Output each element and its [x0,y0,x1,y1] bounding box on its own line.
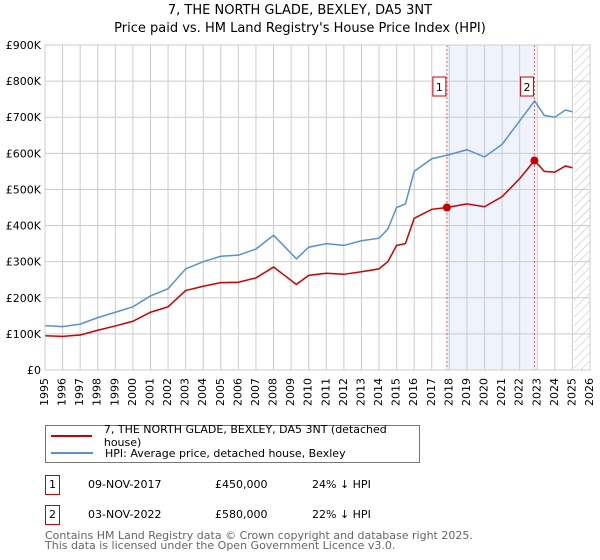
x-tick-label: 2013 [354,378,367,406]
x-tick-label: 2011 [319,378,332,406]
x-tick-label: 1995 [38,378,51,406]
sale-marker-box: 2 [45,505,60,525]
sale-point [530,156,539,165]
sale-hpi-diff: 24% ↓ HPI [312,478,371,491]
legend-item-property: 7, THE NORTH GLADE, BEXLEY, DA5 3NT (det… [46,423,419,449]
footer: Contains HM Land Registry data © Crown c… [45,529,473,552]
legend-swatch-blue [51,452,93,454]
x-tick-label: 2026 [583,378,596,406]
x-tick-label: 2024 [548,378,561,406]
property-price-line [44,159,573,338]
x-tick-label: 2020 [478,378,491,406]
x-tick-label: 2008 [267,378,280,406]
x-tick-label: 2017 [425,378,438,406]
subtitle-line: Price paid vs. HM Land Registry's House … [114,21,486,36]
x-tick-label: 1999 [108,378,121,406]
x-tick-label: 2003 [179,378,192,406]
price-chart: 1995 1996 1997 1998 1999 2000 2001 2002 2003 2004… [6,39,596,406]
footer-line: Contains HM Land Registry data © Crown c… [45,529,473,542]
x-tick-label: 2000 [126,378,139,406]
y-tick-label: £100K [6,328,42,341]
y-tick-label: £700K [6,111,42,124]
sale-date: 09-NOV-2017 [88,478,162,491]
sale-marker-box: 1 [45,475,60,495]
x-tick-label: 1998 [91,378,104,406]
footer-line: This data is licensed under the Open Gov… [45,539,396,552]
x-tick-label: 2007 [249,378,262,406]
x-tick-label: 2004 [196,378,209,406]
sale-label: 1 [436,81,443,94]
title-line: 7, THE NORTH GLADE, BEXLEY, DA5 3NT [167,3,433,18]
x-tick-label: 2019 [460,378,473,406]
x-tick-label: 2010 [302,378,315,406]
hpi-line [44,99,573,328]
x-tick-label: 2016 [407,378,420,406]
y-tick-label: £300K [6,256,42,269]
legend: 7, THE NORTH GLADE, BEXLEY, DA5 3NT (det… [45,423,420,463]
sale-label-box [519,76,534,97]
y-tick-label: £200K [6,292,42,305]
x-tick-label: 2018 [442,378,455,406]
x-tick-label: 2012 [337,378,350,406]
legend-label: 7, THE NORTH GLADE, BEXLEY, DA5 3NT (det… [103,423,387,449]
sale-price: £450,000 [215,478,268,491]
x-tick-label: 2002 [161,378,174,406]
legend-item-hpi: HPI: Average price, detached house, Bexl… [46,445,346,461]
x-tick-label: 1996 [56,378,69,406]
sale-date: 03-NOV-2022 [88,508,162,521]
plot-border [44,44,591,371]
y-tick-label: £0 [27,364,41,377]
y-tick-label: £800K [6,75,42,88]
sale-label: 2 [523,81,530,94]
sale-price: £580,000 [215,508,268,521]
y-tick-label: £500K [6,183,42,196]
x-tick-label: 2015 [390,378,403,406]
x-tick-label: 2023 [530,378,543,406]
sale-point [442,203,451,212]
forecast-hatch [574,45,590,370]
x-tick-label: 2001 [143,378,156,406]
x-tick-label: 2021 [495,378,508,406]
chart-title: 7, THE NORTH GLADE, BEXLEY, DA5 3NT Pric… [0,2,600,38]
x-tick-label: 2009 [284,378,297,406]
legend-swatch-red [51,435,92,437]
y-tick-label: £900K [6,39,42,52]
y-tick-label: £400K [6,220,42,233]
sale-hpi-diff: 22% ↓ HPI [312,508,371,521]
x-tick-label: 2005 [214,378,227,406]
x-tick-label: 2014 [372,378,385,406]
x-tick-label: 1997 [73,378,86,406]
sale-label-box [432,76,447,97]
x-tick-label: 2022 [513,378,526,406]
legend-label: HPI: Average price, detached house, Bexl… [105,446,346,460]
x-tick-label: 2006 [231,378,244,406]
x-tick-label: 2025 [565,378,578,406]
y-tick-label: £600K [6,147,42,160]
